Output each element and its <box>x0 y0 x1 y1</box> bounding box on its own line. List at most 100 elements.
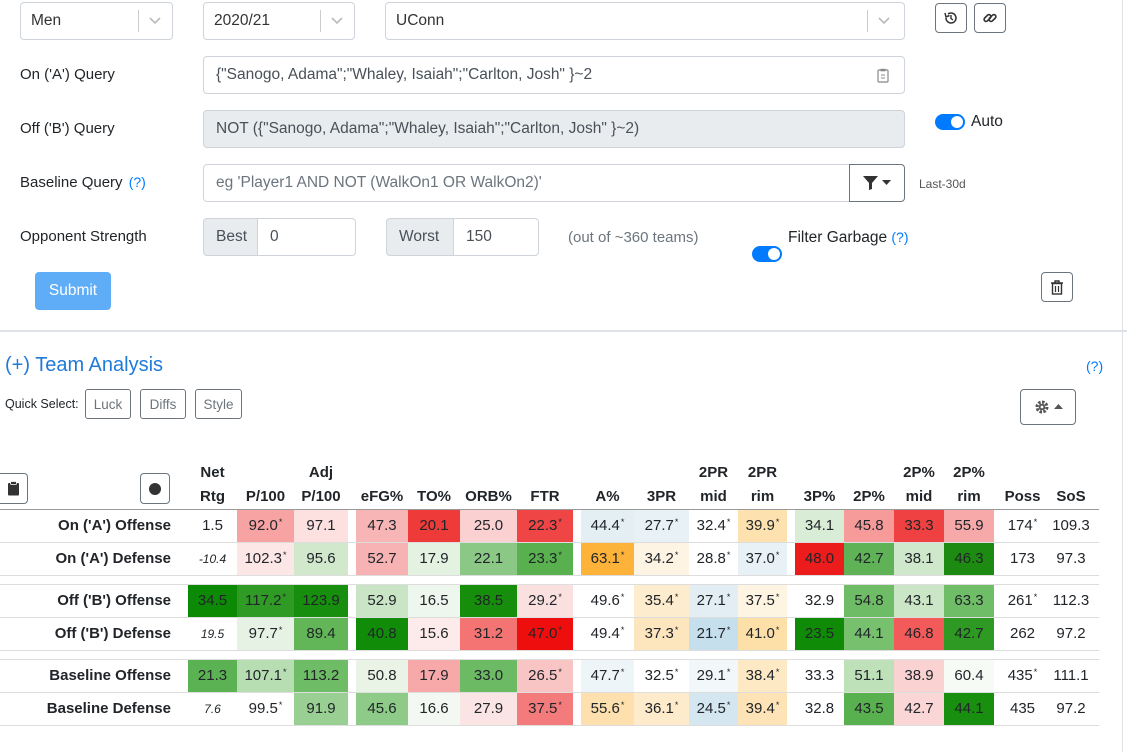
stat-cell: 32.5* <box>634 659 689 693</box>
gear-icon <box>1035 400 1048 414</box>
stat-cell: 42.7 <box>844 542 894 576</box>
stat-cell: 27.9 <box>460 692 517 726</box>
stat-value: 32.5 <box>644 667 674 684</box>
column-header[interactable]: TO% <box>408 451 460 510</box>
stat-cell: 44.4* <box>581 509 634 543</box>
auto-label: Auto <box>971 113 1003 130</box>
stat-cell: 34.5 <box>188 584 237 618</box>
stat-cell: 16.5 <box>408 584 460 618</box>
link-icon <box>983 13 997 23</box>
stat-value: 27.7 <box>644 517 674 534</box>
stat-cell: 46.8 <box>894 617 944 651</box>
significance-marker: * <box>674 667 679 677</box>
team-analysis-title[interactable]: (+) Team Analysis <box>5 354 164 376</box>
row-label: On ('A') Offense <box>0 509 188 543</box>
column-header-line: P/100 <box>245 487 286 505</box>
season-select[interactable]: 2020/21 <box>203 2 355 40</box>
column-header[interactable]: 2P% rim <box>944 451 994 510</box>
submit-button[interactable]: Submit <box>35 272 111 310</box>
stat-cell: 435 <box>1002 692 1043 726</box>
gender-select[interactable]: Men <box>20 2 173 40</box>
stat-cell: 20.1 <box>408 509 460 543</box>
column-header-line: 3PR <box>646 487 677 505</box>
team-analysis-help-link[interactable]: (?) <box>1086 358 1104 374</box>
quick-select-diffs-button[interactable]: Diffs <box>140 389 186 419</box>
on-query-input[interactable]: {"Sanogo, Adama";"Whaley, Isaiah";"Carlt… <box>203 56 905 94</box>
quick-select-luck-button[interactable]: Luck <box>85 389 131 419</box>
baseline-query-input[interactable]: eg 'Player1 AND NOT (WalkOn1 OR WalkOn2)… <box>203 164 850 202</box>
column-header[interactable]: Adj P/100 <box>294 451 348 510</box>
column-header-line <box>237 461 294 485</box>
stat-value: 117.2 <box>245 592 282 609</box>
column-spacer <box>994 542 1002 576</box>
row-label: Baseline Offense <box>0 659 188 693</box>
stat-value: 33.0 <box>473 667 504 684</box>
worst-input[interactable]: 150 <box>453 218 539 256</box>
filter-garbage-help-link[interactable]: (?) <box>891 229 909 245</box>
stat-cell: 45.6 <box>356 692 408 726</box>
column-header[interactable]: SoS <box>1043 451 1099 510</box>
column-header-line <box>581 461 634 485</box>
significance-marker: * <box>620 592 625 602</box>
column-header[interactable]: eFG% <box>356 451 408 510</box>
baseline-help-link[interactable]: (?) <box>128 174 146 190</box>
copy-link-button[interactable] <box>974 3 1006 33</box>
quick-select-style-button[interactable]: Style <box>195 389 242 419</box>
off-query-input[interactable]: NOT ({"Sanogo, Adama";"Whaley, Isaiah";"… <box>203 110 905 148</box>
best-input[interactable]: 0 <box>257 218 356 256</box>
column-header[interactable]: 2P% mid <box>894 451 944 510</box>
column-header[interactable]: A% <box>581 451 634 510</box>
column-spacer <box>348 584 356 618</box>
column-spacer <box>994 692 1002 726</box>
auto-toggle[interactable] <box>935 114 965 130</box>
column-header[interactable]: FTR <box>517 451 573 510</box>
team-value: UConn <box>396 12 445 29</box>
stat-cell: 36.1* <box>634 692 689 726</box>
column-header[interactable]: 2PR rim <box>738 451 787 510</box>
column-header-line: TO% <box>417 487 451 505</box>
table-settings-button[interactable] <box>1020 389 1076 425</box>
stat-cell: 27.7* <box>634 509 689 543</box>
stat-value: 63.3 <box>954 592 984 609</box>
team-select[interactable]: UConn <box>385 2 905 40</box>
significance-marker: * <box>278 517 283 527</box>
column-header-line <box>408 461 460 485</box>
stat-value: 43.1 <box>904 592 934 609</box>
column-header[interactable]: Net Rtg <box>188 451 237 510</box>
stat-cell: 45.8 <box>844 509 894 543</box>
column-header[interactable]: 2P% <box>844 451 894 510</box>
significance-marker: * <box>726 550 731 560</box>
stat-cell: 38.9 <box>894 659 944 693</box>
column-header[interactable]: P/100 <box>237 451 294 510</box>
stat-value: 89.4 <box>306 625 336 642</box>
table-row: On ('A') Offense 1.5 92.0* 97.1 47.3 20.1 25.0… <box>0 509 1099 543</box>
column-header-line: eFG% <box>360 487 404 505</box>
column-header[interactable]: ORB% <box>460 451 517 510</box>
stat-cell: 38.1 <box>894 542 944 576</box>
significance-marker: * <box>620 667 625 677</box>
stat-cell: 22.1 <box>460 542 517 576</box>
clear-button[interactable] <box>1041 272 1073 302</box>
column-header-line: 2P% <box>953 463 985 481</box>
stat-cell: 33.3 <box>894 509 944 543</box>
history-button[interactable] <box>935 3 967 33</box>
column-spacer <box>573 692 581 726</box>
stat-value: 34.5 <box>197 592 228 609</box>
column-header[interactable]: 3P% <box>795 451 844 510</box>
filter-garbage-toggle[interactable] <box>752 246 782 262</box>
stat-value: 41.0 <box>745 625 775 642</box>
column-header-line: Net <box>200 463 225 481</box>
filter-icon <box>863 176 878 190</box>
on-query-label: On ('A') Query <box>20 66 115 83</box>
row-label-header <box>0 451 188 510</box>
column-header[interactable]: Poss <box>1002 451 1043 510</box>
stat-value: 38.1 <box>904 550 934 567</box>
significance-marker: * <box>283 550 287 560</box>
baseline-filter-button[interactable] <box>849 164 905 202</box>
column-spacer <box>348 542 356 576</box>
stat-value: 22.1 <box>473 550 504 567</box>
row-separator-cell <box>0 575 1099 585</box>
column-header[interactable]: 3PR <box>634 451 689 510</box>
column-spacer <box>787 451 795 510</box>
column-header[interactable]: 2PR mid <box>689 451 738 510</box>
